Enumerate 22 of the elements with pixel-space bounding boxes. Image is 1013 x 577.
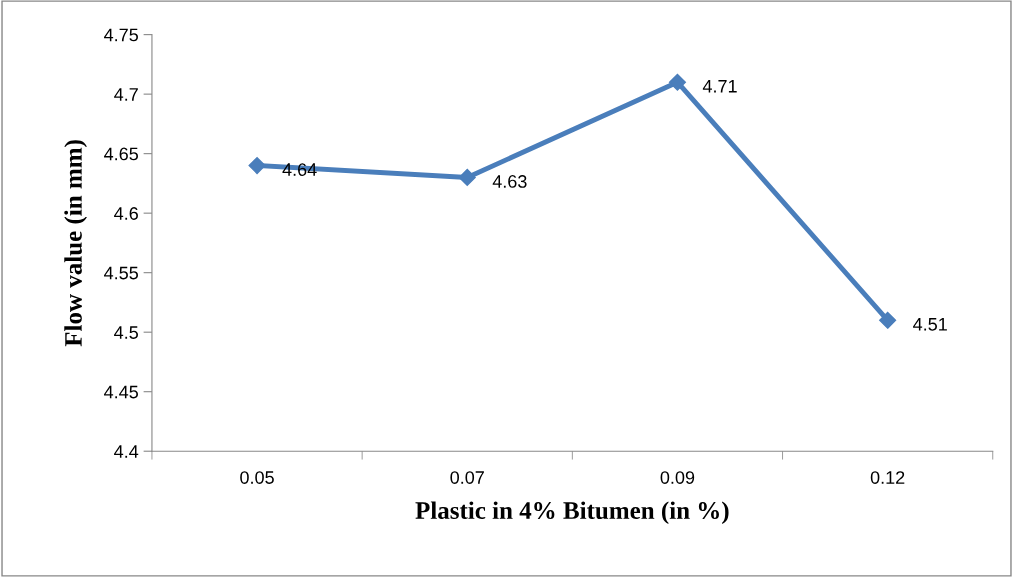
y-tick-label: 4.5: [114, 326, 138, 339]
y-axis-title: Flow value (in mm): [64, 140, 87, 347]
y-tick-label: 4.6: [114, 207, 138, 220]
x-tick-label: 0.07: [450, 471, 484, 484]
point: [458, 168, 476, 187]
data-label: 4.71: [702, 80, 737, 93]
x-tick-label: 0.09: [660, 471, 695, 484]
data-label: 4.51: [913, 318, 947, 331]
y-tick-label: 4.7: [114, 88, 138, 101]
x-tick-label: 0.05: [240, 471, 274, 484]
y-tick-label: 4.4: [114, 445, 139, 458]
point: [248, 156, 266, 175]
data-label: 4.63: [492, 175, 527, 188]
x-axis-title: Plastic in 4% Bitumen (in %): [415, 501, 729, 525]
y-tick-label: 4.65: [104, 147, 138, 161]
y-tick-label: 4.45: [104, 385, 138, 399]
y-tick-label: 4.75: [104, 28, 138, 42]
point: [879, 311, 897, 329]
y-tick-label: 4.55: [104, 266, 138, 280]
data-label: 4.64: [282, 163, 317, 176]
x-tick-label: 0.12: [870, 471, 905, 484]
point: [668, 73, 686, 91]
